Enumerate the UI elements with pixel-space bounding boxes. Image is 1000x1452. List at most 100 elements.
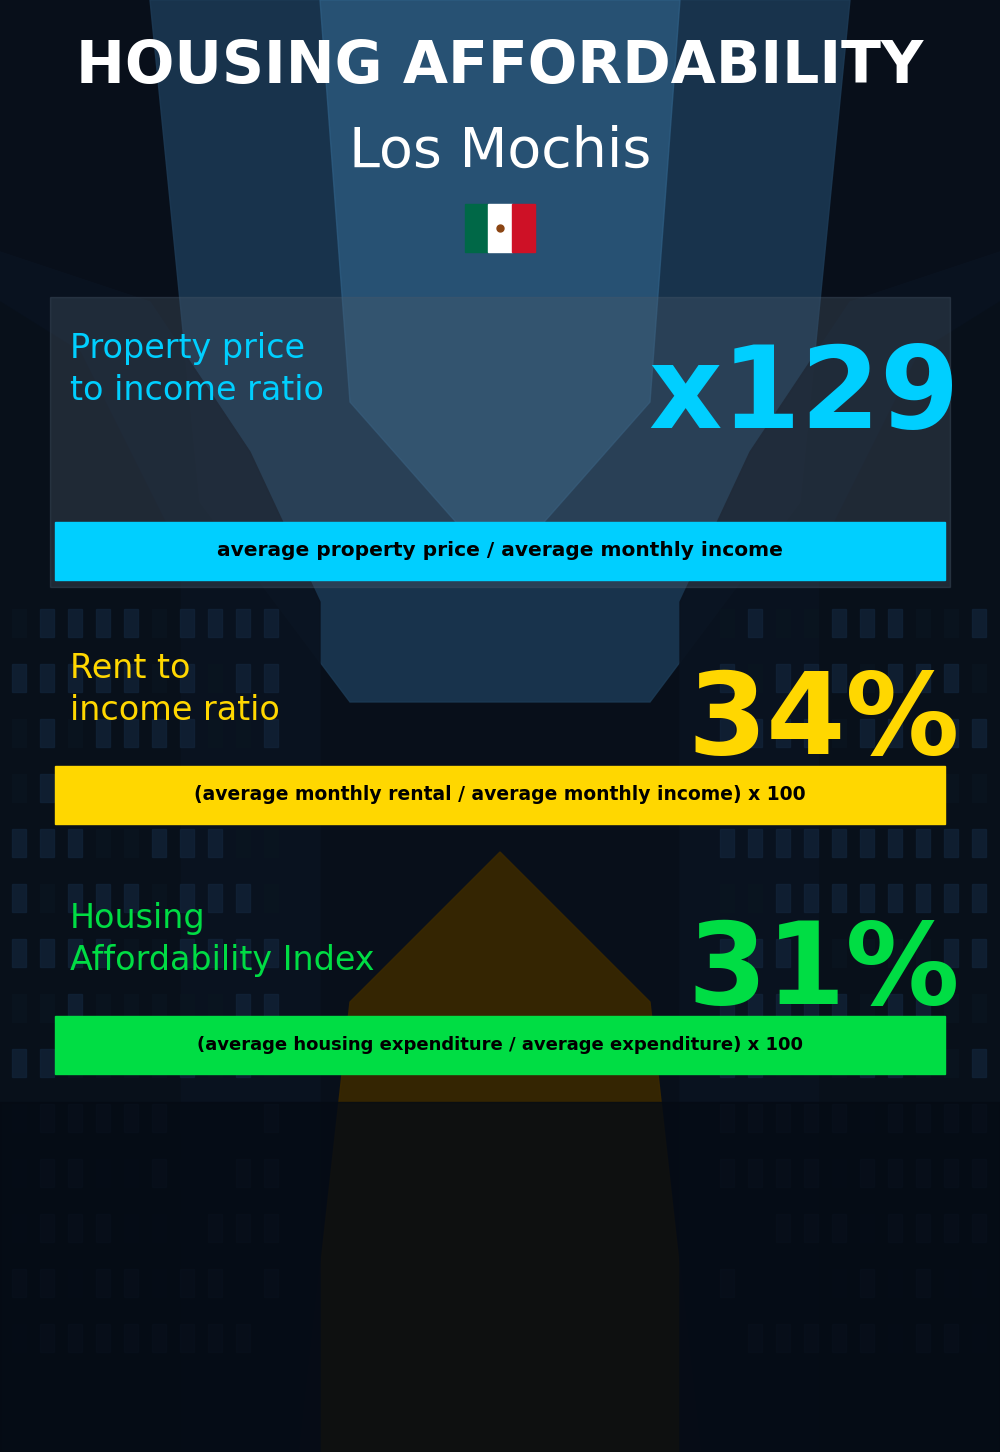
Bar [720,829,734,857]
Bar [264,939,278,967]
Polygon shape [300,852,700,1452]
Bar [748,608,762,637]
Bar [68,1104,82,1133]
Text: (average monthly rental / average monthly income) x 100: (average monthly rental / average monthl… [194,786,806,804]
Bar [944,1324,958,1352]
Bar [944,774,958,802]
Bar [96,1324,110,1352]
Bar [96,1104,110,1133]
Bar [944,995,958,1022]
Text: average property price / average monthly income: average property price / average monthly… [217,542,783,560]
Bar [264,774,278,802]
Bar [720,1104,734,1133]
Bar [152,1214,166,1241]
Bar [804,829,818,857]
Bar [264,719,278,746]
Bar [888,829,902,857]
Bar [776,1214,790,1241]
Bar [68,1324,82,1352]
Bar [804,995,818,1022]
Bar [720,1269,734,1297]
Bar [972,1104,986,1133]
Bar [748,829,762,857]
Bar [832,774,846,802]
Bar [40,1214,54,1241]
Bar [236,719,250,746]
Bar [180,608,194,637]
Bar [180,774,194,802]
Bar [40,1048,54,1077]
Bar [124,719,138,746]
Bar [55,523,945,579]
Bar [832,829,846,857]
Bar [916,1048,930,1077]
Bar [68,608,82,637]
Bar [96,995,110,1022]
Bar [236,1324,250,1352]
Bar [180,1048,194,1077]
Bar [236,829,250,857]
Bar [152,884,166,912]
Bar [124,829,138,857]
Bar [860,995,874,1022]
Bar [208,884,222,912]
Bar [152,1324,166,1352]
Bar [208,719,222,746]
Bar [68,719,82,746]
Bar [776,608,790,637]
Bar [916,995,930,1022]
Bar [208,1324,222,1352]
Bar [888,939,902,967]
Bar [96,1159,110,1186]
Bar [264,829,278,857]
Bar [152,995,166,1022]
Bar [944,1269,958,1297]
Bar [124,1104,138,1133]
Bar [944,1048,958,1077]
Bar [180,829,194,857]
Bar [916,774,930,802]
Bar [152,1048,166,1077]
Bar [720,608,734,637]
Bar [804,1048,818,1077]
Bar [208,1214,222,1241]
Bar [68,829,82,857]
Bar [916,829,930,857]
Bar [720,939,734,967]
Bar [832,1214,846,1241]
Bar [916,1104,930,1133]
Bar [236,1269,250,1297]
Bar [832,1324,846,1352]
Text: (average housing expenditure / average expenditure) x 100: (average housing expenditure / average e… [197,1035,803,1054]
Bar [152,1104,166,1133]
Bar [748,1104,762,1133]
Bar [152,939,166,967]
Bar [776,1048,790,1077]
Bar [748,664,762,693]
Bar [96,1048,110,1077]
Bar [916,884,930,912]
Bar [12,774,26,802]
Bar [804,1269,818,1297]
Bar [12,608,26,637]
Bar [804,664,818,693]
Bar [236,1159,250,1186]
Bar [832,664,846,693]
Bar [236,884,250,912]
Polygon shape [320,0,680,572]
Bar [804,608,818,637]
Bar [720,884,734,912]
Bar [888,774,902,802]
Bar [465,203,488,253]
Bar [40,939,54,967]
Bar [748,774,762,802]
Bar [804,1214,818,1241]
Bar [12,884,26,912]
Bar [236,1104,250,1133]
Bar [720,1048,734,1077]
Bar [804,719,818,746]
Bar [748,939,762,967]
Polygon shape [680,253,1000,1452]
Bar [748,1048,762,1077]
Bar [804,884,818,912]
